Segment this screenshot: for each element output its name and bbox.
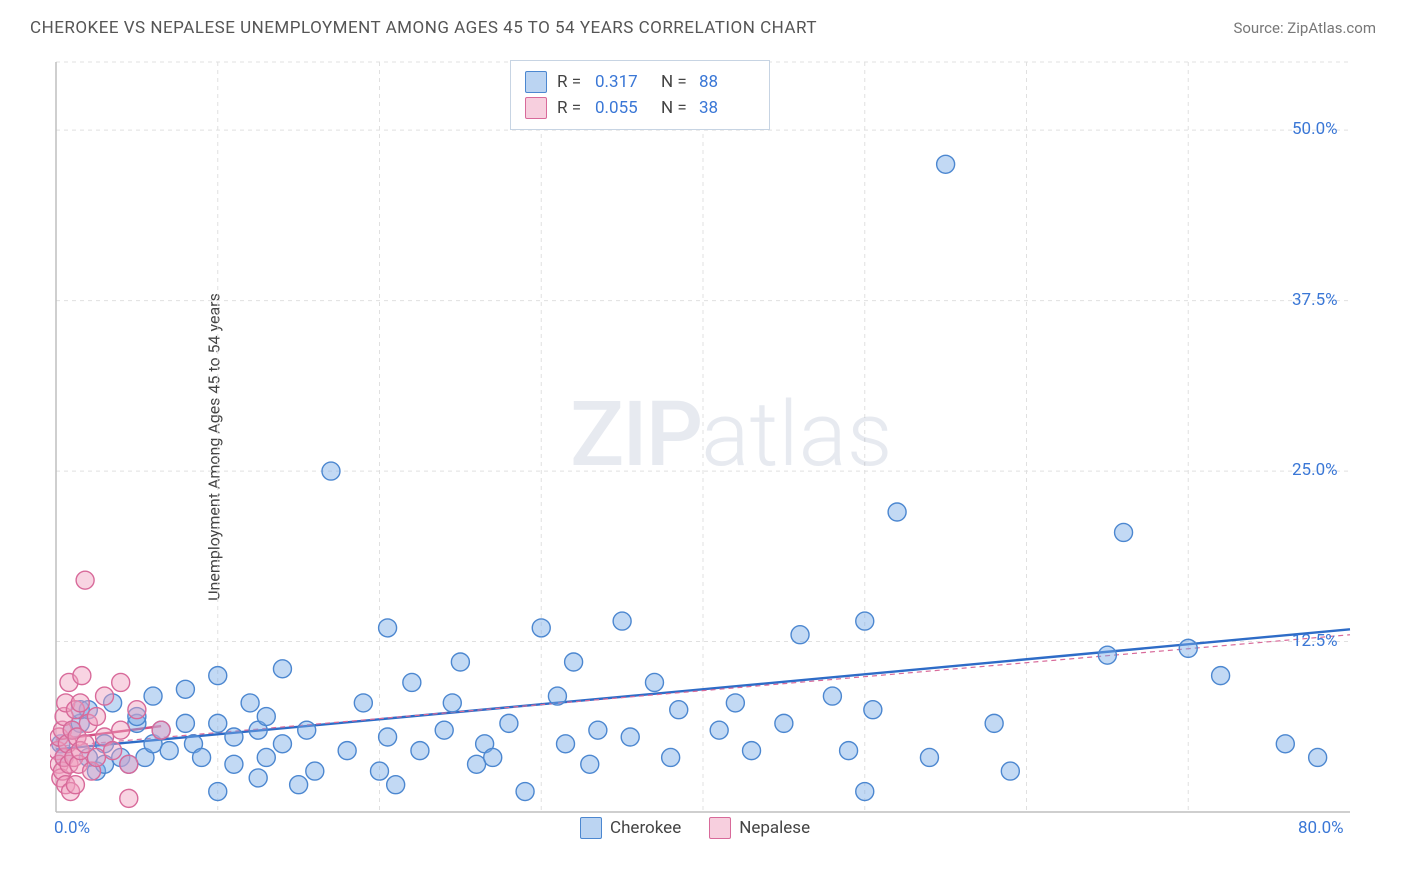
y-tick-label: 50.0%	[1292, 119, 1338, 139]
y-tick-label: 25.0%	[1292, 460, 1338, 480]
legend-swatch	[580, 817, 602, 839]
y-tick-label: 37.5%	[1292, 290, 1338, 310]
source-label: Source: ZipAtlas.com	[1233, 19, 1376, 37]
stat-r-label: R =	[557, 98, 585, 118]
stat-r-label: R =	[557, 72, 585, 92]
legend-label: Cherokee	[610, 818, 681, 838]
stat-r-value: 0.317	[595, 72, 651, 92]
legend-swatch	[709, 817, 731, 839]
chart-title: CHEROKEE VS NEPALESE UNEMPLOYMENT AMONG …	[30, 18, 817, 38]
chart-header: CHEROKEE VS NEPALESE UNEMPLOYMENT AMONG …	[0, 0, 1406, 48]
stats-legend-row: R = 0.055 N = 38	[525, 95, 755, 121]
scatter-chart	[50, 52, 1380, 842]
series-legend: Cherokee Nepalese	[580, 817, 810, 839]
stats-legend: R = 0.317 N = 88 R = 0.055 N = 38	[510, 60, 770, 130]
stat-n-value: 88	[699, 72, 755, 92]
y-tick-label: 12.5%	[1292, 631, 1338, 651]
stat-n-label: N =	[661, 72, 689, 92]
legend-item: Cherokee	[580, 817, 681, 839]
x-tick-label: 80.0%	[1298, 818, 1344, 838]
legend-swatch	[525, 97, 547, 119]
legend-label: Nepalese	[739, 818, 810, 838]
legend-swatch	[525, 71, 547, 93]
stat-n-label: N =	[661, 98, 689, 118]
stats-legend-row: R = 0.317 N = 88	[525, 69, 755, 95]
legend-item: Nepalese	[709, 817, 810, 839]
plot-area: Unemployment Among Ages 45 to 54 years Z…	[50, 52, 1380, 842]
x-tick-label: 0.0%	[54, 818, 90, 838]
stat-n-value: 38	[699, 98, 755, 118]
stat-r-value: 0.055	[595, 98, 651, 118]
